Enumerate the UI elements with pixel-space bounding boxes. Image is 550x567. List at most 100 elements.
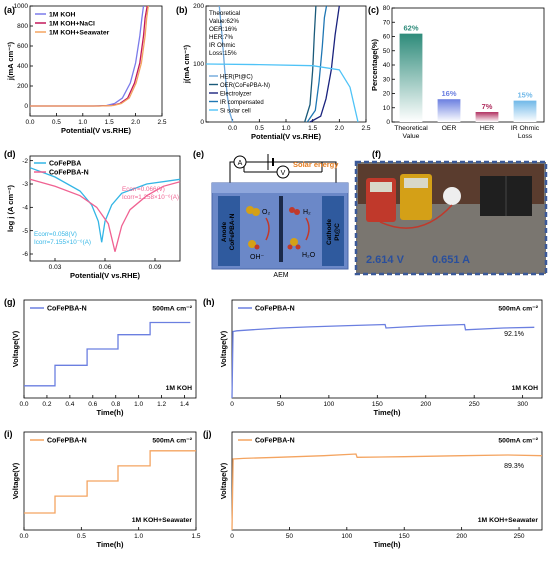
- series-line-cofepba-n: [29, 178, 181, 252]
- tank-top: [212, 183, 348, 193]
- x-tick-label: 0.03: [49, 264, 62, 271]
- panel-a-plot: 0.0 0.5 1.0 1.5 2.0 2.5 0 200 400 600 800 1000 Poten…: [6, 3, 167, 135]
- bar-value-label: 15%: [517, 91, 532, 100]
- legend-label: CoFePBA-N: [255, 306, 295, 313]
- series-line-cofepba-n: [231, 323, 535, 399]
- category-label: IR Ohmic: [511, 125, 540, 132]
- legend-label: CoFePBA-N: [255, 438, 295, 445]
- panel-e: (e) A V Solar energy Anode CoFePBA-N Cat…: [193, 149, 349, 279]
- h2-molecule-atom: [289, 207, 295, 213]
- x-tick-label: 0: [230, 401, 234, 408]
- x-axis-label: Time(h): [374, 408, 401, 417]
- y-tick-label: 800: [17, 23, 28, 30]
- bar-value-label: 16%: [441, 89, 456, 98]
- y-axis-label: Voltage(V): [11, 330, 20, 367]
- y-tick-label: -5: [22, 228, 28, 235]
- panel-i-label: (i): [4, 429, 13, 439]
- x-tick-label: 50: [277, 401, 285, 408]
- x-axis-label: Potential(V vs.RHE): [61, 126, 132, 135]
- legend-label: 1M KOH+Seawater: [49, 30, 110, 37]
- panel-j: (j) 0 50 100 150 200 250 Time(h) Voltage(V) CoFe…: [203, 429, 543, 549]
- plot-frame: [23, 299, 197, 399]
- current-reading: 0.651 A: [432, 254, 470, 266]
- x-axis-label: Time(h): [97, 540, 124, 549]
- corrosion-annotation: Ecorr=0.066(V): [122, 186, 165, 193]
- panel-j-label: (j): [203, 429, 212, 439]
- electrolyte-label: 1M KOH: [512, 385, 539, 392]
- x-tick-label: 1.2: [157, 401, 166, 408]
- oh-label: OH⁻: [250, 254, 265, 261]
- h2o-hydrogen-atom: [287, 244, 293, 250]
- electrolyte-label: 1M KOH: [166, 385, 193, 392]
- x-tick-label: 100: [341, 533, 352, 540]
- x-tick-label: 100: [323, 401, 334, 408]
- x-tick-label: 1.0: [134, 533, 143, 540]
- current-density-label: 500mA cm⁻²: [498, 438, 538, 445]
- voltage-reading: 2.614 V: [366, 254, 405, 266]
- y-tick-label: 20: [383, 91, 391, 98]
- h2-molecule-atom: [294, 209, 300, 215]
- panel-d: (d) 0.03 0.06 0.09 -2 -3 -4 -5 -6 Potential(V vs…: [4, 149, 181, 280]
- y-axis-label: Voltage(V): [219, 462, 228, 499]
- panel-a: (a) 0.0 0.5 1.0 1.5 2.0 2.5 0 200 400 600 800 1000 P…: [4, 3, 167, 135]
- red-wire: [379, 204, 453, 229]
- y-tick-label: 40: [383, 62, 391, 69]
- y-axis-label: j(mA cm⁻²): [6, 41, 15, 81]
- series-line-cofepba-n: [24, 321, 191, 387]
- plot-frame: [231, 299, 543, 399]
- series-line-cofepba-n: [231, 453, 543, 531]
- x-tick-label: 0.0: [25, 119, 34, 126]
- panel-g-plot: 0.0 0.2 0.4 0.6 0.8 1.0 1.2 1.4 Time(h) Voltage(V…: [11, 299, 197, 417]
- h2o-oxygen-atom: [290, 238, 298, 246]
- series-line-si-solar-cell: [205, 63, 359, 123]
- y-tick-label: 0: [24, 103, 28, 110]
- y-axis-label: Voltage(V): [11, 462, 20, 499]
- ammeter-icon: [233, 155, 247, 169]
- y-axis-label: j(mA cm⁻²): [182, 44, 191, 84]
- cathode-electrode: [322, 196, 344, 266]
- y-tick-label: 60: [383, 34, 391, 41]
- category-label: HER: [480, 125, 494, 132]
- bar-value-label: 62%: [403, 24, 418, 33]
- plot-frame: [29, 5, 163, 117]
- anode-label-1: Anode: [221, 222, 228, 243]
- h2o-hydrogen-atom: [295, 244, 301, 250]
- x-tick-label: 0.0: [228, 125, 237, 132]
- panel-g: (g) 0.0 0.2 0.4 0.6 0.8 1.0 1.2 1.4 Time(h) Volta…: [4, 297, 197, 417]
- category-label: Theoretical: [394, 125, 428, 132]
- y-tick-label: 100: [193, 61, 204, 68]
- x-tick-label: 0.5: [77, 533, 86, 540]
- x-tick-label: 2.5: [157, 119, 166, 126]
- y-tick-label: 0: [386, 119, 390, 126]
- x-tick-label: 1.0: [78, 119, 87, 126]
- y-tick-label: 200: [17, 83, 28, 90]
- multimeter-2-display: [404, 178, 428, 188]
- panel-c-plot: 0 10 20 30 40 50 60 70 80 Percentage(%) 62% Theoret…: [370, 5, 545, 140]
- legend-label: CoFePBA-N: [47, 438, 87, 445]
- series-line-1m-koh-seawater: [30, 5, 149, 107]
- legend-label: CoFePBA-N: [47, 306, 87, 313]
- x-tick-label: 1.5: [191, 533, 200, 540]
- panel-h-plot: 0 50 100 150 200 250 300 Time(h) Voltage(V) CoFeP…: [219, 299, 543, 417]
- anode-electrode: [218, 196, 240, 266]
- panel-b-plot: 0.0 0.5 1.0 1.5 2.0 2.5 0 100 200 Potential(V vs.…: [182, 3, 371, 141]
- x-tick-label: 150: [372, 401, 383, 408]
- x-tick-label: 250: [514, 533, 525, 540]
- plot-frame: [231, 431, 543, 531]
- y-tick-label: 30: [383, 76, 391, 83]
- panel-b-label: (b): [176, 5, 188, 15]
- legend-label: Electrolyzer: [220, 91, 251, 97]
- panel-g-label: (g): [4, 297, 16, 307]
- y-tick-label: -2: [22, 158, 28, 165]
- bar-value-label: 7%: [482, 102, 493, 111]
- x-tick-label: 300: [517, 401, 528, 408]
- legend-label: HER(Pt@C): [220, 74, 253, 80]
- x-axis-label: Potential(V vs.RHE): [251, 132, 322, 141]
- x-tick-label: 2.5: [361, 125, 370, 132]
- oh-oxygen-atom: [248, 240, 256, 248]
- electrolyte-label: 1M KOH+Seawater: [478, 517, 539, 524]
- corrosion-annotation: Ecorr=0.058(V): [34, 231, 77, 238]
- legend-label: CoFePBA: [49, 161, 81, 168]
- y-axis-label: log j (A cm⁻²): [6, 184, 15, 232]
- panel-j-plot: 0 50 100 150 200 250 Time(h) Voltage(V) CoFePBA-…: [219, 431, 543, 549]
